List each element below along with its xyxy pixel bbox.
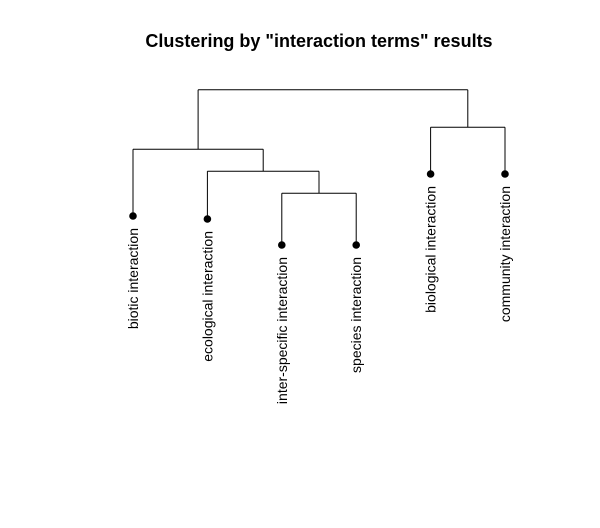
leaf-label: inter-specific interaction [274, 257, 290, 404]
leaf-label: biological interaction [423, 186, 439, 313]
dendrogram-leaves: biotic interaction ecological interaction… [125, 170, 513, 404]
chart-title: Clustering by "interaction terms" result… [145, 31, 492, 51]
leaf-point [278, 241, 286, 249]
leaf-point [129, 212, 137, 220]
leaf-point [426, 170, 435, 178]
leaf-label: community interaction [497, 186, 513, 322]
leaf-point [501, 170, 509, 178]
leaf-point [352, 241, 361, 249]
leaf-point [203, 215, 212, 223]
leaf-label: biotic interaction [125, 228, 141, 329]
dendrogram-branches [132, 89, 506, 245]
leaf-label: ecological interaction [199, 231, 215, 362]
leaf-label: species interaction [348, 257, 364, 373]
